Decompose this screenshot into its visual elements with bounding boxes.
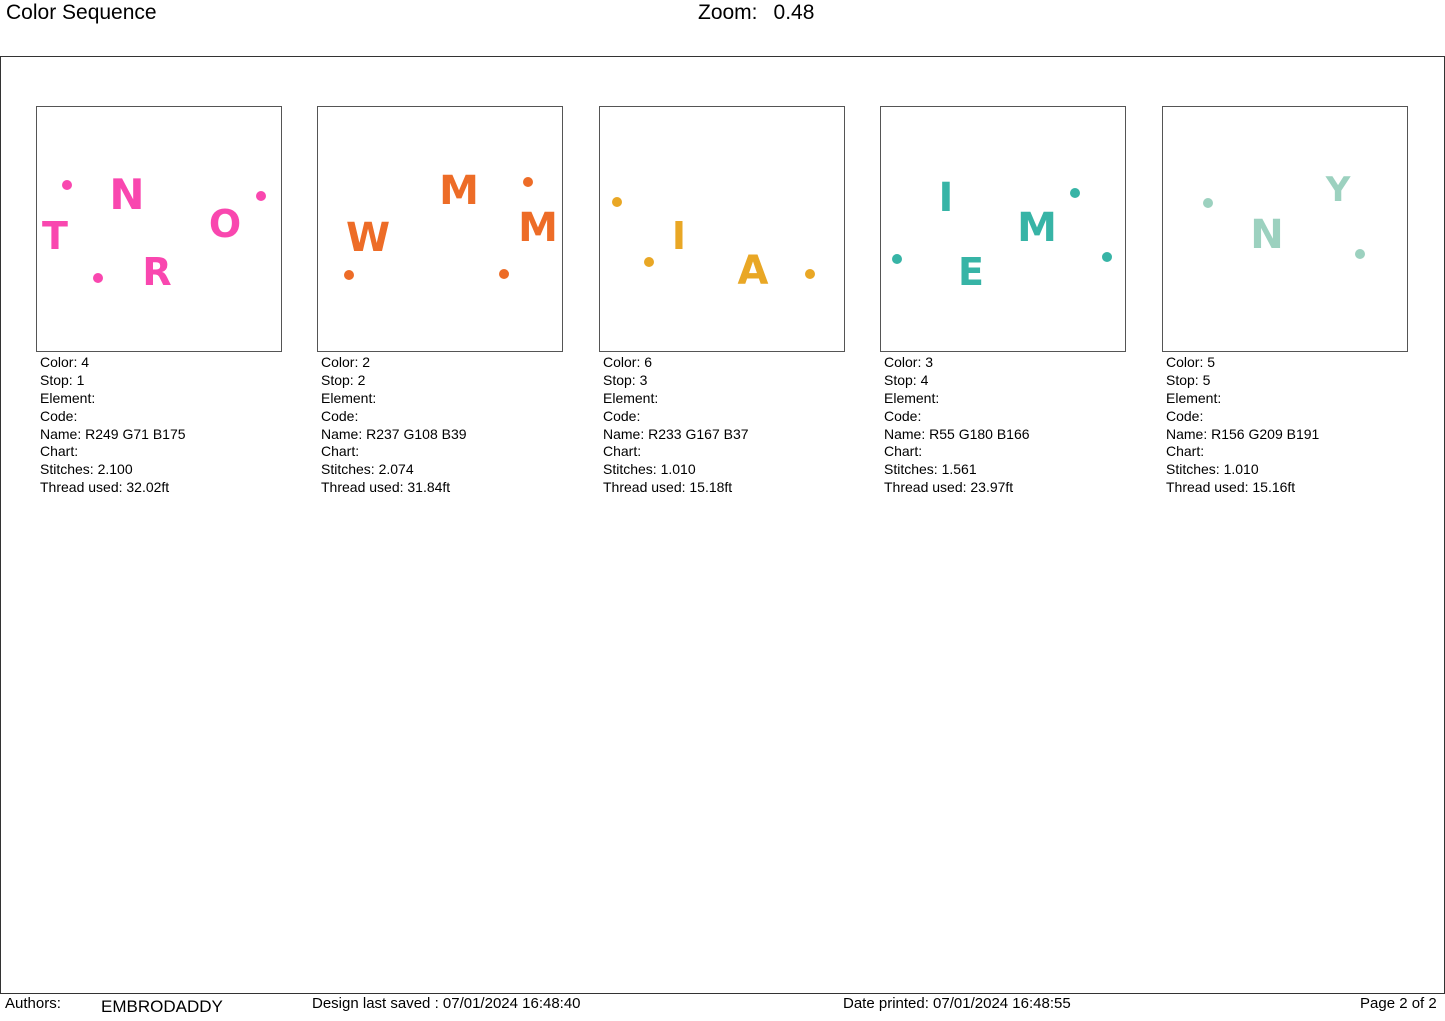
chart-field: Chart: — [40, 443, 79, 460]
stop-number: Stop: 2 — [321, 371, 366, 388]
flower-motif — [256, 191, 266, 201]
color-number: Color: 3 — [884, 354, 934, 370]
stitch-count: Stitches: 1.561 — [884, 461, 977, 478]
color-swatch-card: Y N Color: 5 Stop: 5 Element: Code: Name… — [1162, 106, 1422, 497]
color-number: Color: 4 — [40, 354, 90, 370]
color-number: Color: 2 — [321, 354, 371, 370]
embroidery-letter: N — [109, 170, 144, 219]
design-thumbnail: I A — [599, 106, 845, 352]
flower-motif — [344, 270, 354, 280]
embroidery-letter: T — [42, 214, 68, 258]
flower-motif — [1070, 188, 1080, 198]
design-thumbnail: W M M — [317, 106, 563, 352]
embroidery-letter: W — [346, 215, 390, 261]
stitch-count: Stitches: 1.010 — [603, 461, 696, 478]
flower-motif — [644, 257, 654, 267]
embroidery-letter: O — [209, 202, 241, 246]
zoom-indicator: Zoom: 0.48 — [698, 0, 814, 26]
code-field: Code: — [40, 407, 78, 424]
design-thumbnail: T N R O — [36, 106, 282, 352]
chart-field: Chart: — [603, 443, 642, 460]
chart-field: Chart: — [321, 443, 360, 460]
stitch-count: Stitches: 1.010 — [1166, 461, 1259, 478]
thread-used: Thread used: 15.18ft — [603, 479, 733, 496]
thumbnail-graphic: Y N — [1203, 170, 1365, 259]
flower-motif — [612, 197, 622, 207]
code-field: Code: — [603, 407, 641, 424]
flower-motif — [499, 269, 509, 279]
zoom-label: Zoom: — [698, 1, 758, 24]
chart-field: Chart: — [884, 443, 923, 460]
color-number: Color: 6 — [603, 354, 653, 370]
color-name: Name: R233 G167 B37 — [603, 425, 749, 442]
embroidery-letter: M — [1017, 205, 1057, 251]
page-number: Page 2 of 2 — [1360, 995, 1437, 1012]
stop-number: Stop: 1 — [40, 371, 85, 388]
color-name: Name: R156 G209 B191 — [1166, 425, 1320, 442]
element-field: Element: — [321, 389, 377, 406]
flower-motif — [1203, 198, 1213, 208]
report-title: Color Sequence — [6, 1, 157, 24]
element-field: Element: — [1166, 389, 1222, 406]
flower-motif — [892, 254, 902, 264]
thumbnail-graphic: I M E — [892, 175, 1112, 294]
embroidery-letter: E — [958, 250, 984, 294]
page-footer: Authors: EMBRODADDY Design last saved : … — [0, 993, 1445, 1021]
author-name: EMBRODADDY — [101, 997, 223, 1016]
design-saved-date: Design last saved : 07/01/2024 16:48:40 — [312, 995, 581, 1012]
embroidery-letter: I — [672, 214, 686, 258]
flower-motif — [1102, 252, 1112, 262]
color-number: Color: 5 — [1166, 354, 1216, 370]
color-swatch-card: W M M Color: 2 Stop: 2 Element: Code: Na… — [317, 106, 577, 497]
color-swatch-card: I A Color: 6 Stop: 3 Element: Code: Name… — [599, 106, 859, 497]
thumbnail-graphic: W M M — [344, 168, 558, 280]
color-swatch-card: I M E Color: 3 Stop: 4 Element: Code: Na… — [880, 106, 1140, 497]
embroidery-letter: Y — [1325, 170, 1351, 210]
authors-label: Authors: — [5, 995, 61, 1012]
thread-info: Color: 5 Stop: 5 Element: Code: Name: R1… — [1162, 354, 1422, 497]
thumbnail-graphic: T N R O — [42, 170, 266, 294]
thread-used: Thread used: 23.97ft — [884, 479, 1014, 496]
zoom-value: 0.48 — [773, 1, 815, 24]
embroidery-letter: I — [939, 175, 954, 221]
stop-number: Stop: 4 — [884, 371, 929, 388]
flower-motif — [805, 269, 815, 279]
embroidery-letter: N — [1250, 212, 1283, 258]
stitch-count: Stitches: 2.100 — [40, 461, 133, 478]
thread-used: Thread used: 31.84ft — [321, 479, 451, 496]
embroidery-letter: M — [518, 205, 558, 251]
element-field: Element: — [884, 389, 940, 406]
design-thumbnail: Y N — [1162, 106, 1408, 352]
element-field: Element: — [603, 389, 659, 406]
code-field: Code: — [884, 407, 922, 424]
flower-motif — [93, 273, 103, 283]
thumbnail-graphic: I A — [612, 197, 815, 294]
color-name: Name: R55 G180 B166 — [884, 425, 1030, 442]
page-frame: T N R O Color: 4 Stop: 1 Element: Code: … — [0, 56, 1445, 994]
embroidery-letter: A — [738, 248, 769, 294]
thread-used: Thread used: 32.02ft — [40, 479, 170, 496]
date-printed: Date printed: 07/01/2024 16:48:55 — [843, 995, 1071, 1012]
stitch-count: Stitches: 2.074 — [321, 461, 414, 478]
embroidery-letter: M — [439, 168, 479, 214]
thread-info: Color: 4 Stop: 1 Element: Code: Name: R2… — [36, 354, 296, 497]
thread-info: Color: 2 Stop: 2 Element: Code: Name: R2… — [317, 354, 577, 497]
code-field: Code: — [1166, 407, 1204, 424]
stop-number: Stop: 3 — [603, 371, 648, 388]
color-name: Name: R249 G71 B175 — [40, 425, 186, 442]
stop-number: Stop: 5 — [1166, 371, 1211, 388]
flower-motif — [62, 180, 72, 190]
flower-motif — [1355, 249, 1365, 259]
thread-used: Thread used: 15.16ft — [1166, 479, 1296, 496]
embroidery-letter: R — [142, 250, 171, 294]
code-field: Code: — [321, 407, 359, 424]
thread-info: Color: 3 Stop: 4 Element: Code: Name: R5… — [880, 354, 1140, 497]
chart-field: Chart: — [1166, 443, 1205, 460]
design-thumbnail: I M E — [880, 106, 1126, 352]
element-field: Element: — [40, 389, 96, 406]
color-name: Name: R237 G108 B39 — [321, 425, 467, 442]
thread-info: Color: 6 Stop: 3 Element: Code: Name: R2… — [599, 354, 859, 497]
flower-motif — [523, 177, 533, 187]
color-swatch-card: T N R O Color: 4 Stop: 1 Element: Code: … — [36, 106, 296, 497]
